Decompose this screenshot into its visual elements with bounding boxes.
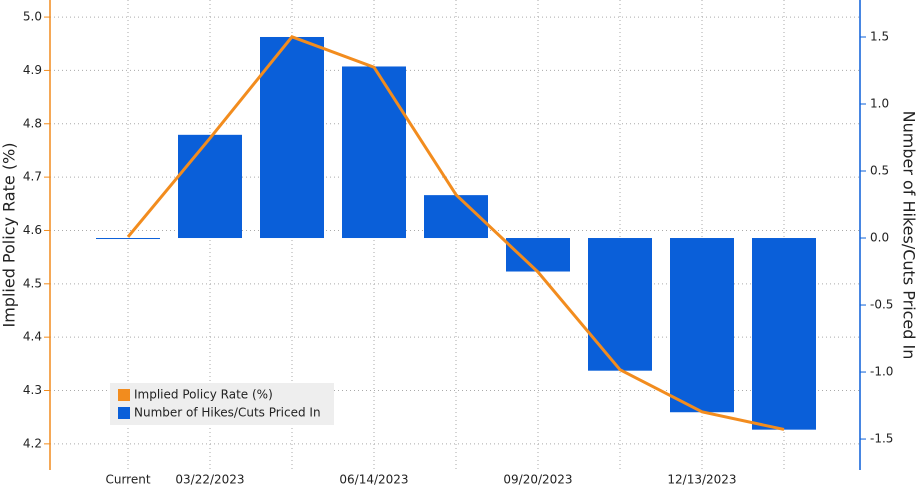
line bbox=[126, 35, 785, 431]
x-tick-label: 06/14/2023 bbox=[339, 473, 408, 487]
bar bbox=[342, 66, 406, 239]
y2-tick-label: 1.5 bbox=[870, 29, 889, 43]
bar bbox=[96, 238, 160, 240]
bar bbox=[260, 36, 324, 239]
y-tick-label: 4.4 bbox=[23, 330, 42, 344]
legend-label: Implied Policy Rate (%) bbox=[134, 388, 273, 402]
y2-tick-label: -0.5 bbox=[870, 298, 893, 312]
y2-axis-label: Number of Hikes/Cuts Priced In bbox=[900, 111, 919, 360]
bar bbox=[670, 238, 734, 413]
y-tick-label: 4.6 bbox=[23, 223, 42, 237]
y-tick-label: 4.7 bbox=[23, 170, 42, 184]
legend: Implied Policy Rate (%) Number of Hikes/C… bbox=[110, 383, 334, 425]
legend-swatch bbox=[118, 407, 130, 419]
y2-tick-label: -1.0 bbox=[870, 365, 893, 379]
legend-box bbox=[110, 383, 334, 425]
legend-label: Number of Hikes/Cuts Priced In bbox=[134, 406, 321, 420]
x-tick-label: 12/13/2023 bbox=[667, 473, 736, 487]
bar bbox=[506, 238, 570, 272]
y2-tick-label: 1.0 bbox=[870, 96, 889, 110]
y-tick-label: 4.3 bbox=[23, 383, 42, 397]
x-tick-label: 09/20/2023 bbox=[503, 473, 572, 487]
y2-tick-label: 0.0 bbox=[870, 231, 889, 245]
y2-tick-label: -1.5 bbox=[870, 432, 893, 446]
bar bbox=[588, 238, 652, 371]
y-tick-label: 4.5 bbox=[23, 276, 42, 290]
x-tick-label: 03/22/2023 bbox=[175, 473, 244, 487]
y-tick-label: 4.8 bbox=[23, 116, 42, 130]
y-tick-label: 4.2 bbox=[23, 436, 42, 450]
bar bbox=[752, 238, 816, 430]
y-tick-label: 4.9 bbox=[23, 63, 42, 77]
legend-swatch bbox=[118, 389, 130, 401]
bar bbox=[178, 134, 242, 239]
x-tick-label: Current bbox=[105, 473, 150, 487]
y2-tick-label: 0.5 bbox=[870, 164, 889, 178]
y-axis-label: Implied Policy Rate (%) bbox=[0, 142, 19, 327]
y-tick-label: 5.0 bbox=[23, 10, 42, 24]
